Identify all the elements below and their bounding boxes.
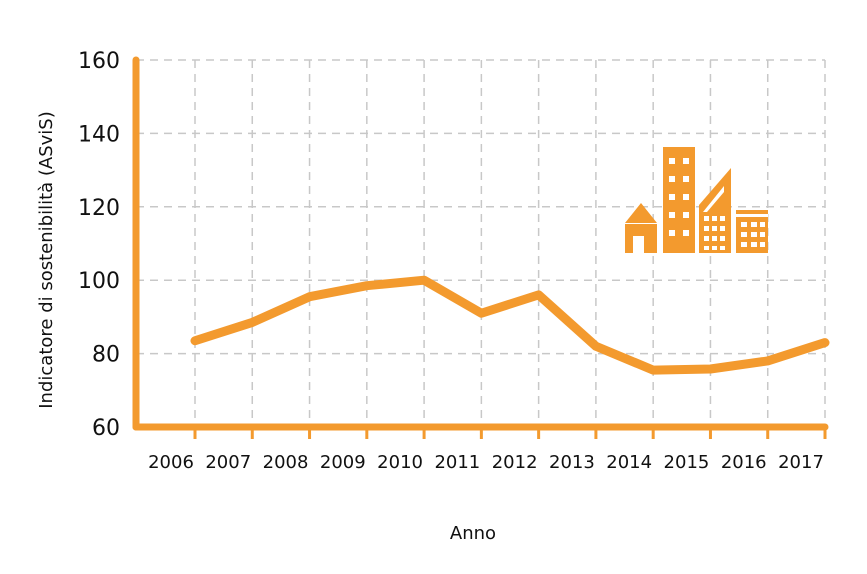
x-tick-label: 2013 <box>549 452 595 473</box>
y-axis-title: Indicatore di sostenibilità (ASviS) <box>36 111 57 409</box>
x-tick-label: 2015 <box>664 452 710 473</box>
series-line <box>190 275 830 375</box>
x-axis-title: Anno <box>450 523 496 544</box>
series-layer <box>190 275 830 375</box>
x-tick-label: 2017 <box>778 452 824 473</box>
y-tick-label: 80 <box>92 343 120 368</box>
x-tick-label: 2014 <box>606 452 652 473</box>
y-tick-label: 160 <box>78 49 120 74</box>
x-tick-labels: 2006 2007 2008 2009 2010 2011 2012 2013 2014 2015… <box>148 427 827 473</box>
y-tick-label: 120 <box>78 196 120 221</box>
x-tick-label: 2011 <box>434 452 480 473</box>
x-tick-label: 2012 <box>492 452 538 473</box>
x-tick-label: 2016 <box>721 452 767 473</box>
x-tick-label: 2008 <box>263 452 309 473</box>
y-tick-label: 60 <box>92 416 120 441</box>
x-tick-label: 2006 <box>148 452 194 473</box>
x-tick-label: 2009 <box>320 452 366 473</box>
x-tick-label: 2010 <box>377 452 423 473</box>
y-tick-label: 100 <box>78 269 120 294</box>
y-tick-labels: 60 80 100 120 140 160 <box>78 49 120 441</box>
city-buildings-icon <box>625 147 768 253</box>
x-tick-label: 2007 <box>205 452 251 473</box>
y-tick-label: 140 <box>78 122 120 147</box>
